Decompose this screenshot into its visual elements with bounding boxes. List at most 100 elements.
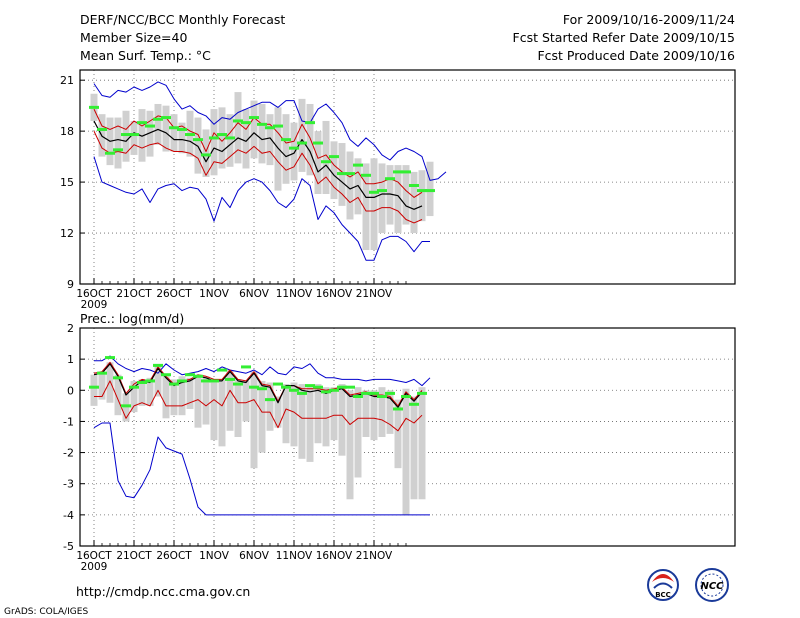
x-tick-label: 16OCT xyxy=(76,550,112,562)
footer-url: http://cmdp.ncc.cma.gov.cn xyxy=(76,584,250,599)
spread-box xyxy=(394,399,402,469)
spread-box xyxy=(210,379,218,441)
spread-box xyxy=(290,382,298,447)
spread-box xyxy=(354,387,362,478)
upper-line xyxy=(93,108,423,198)
spread-box xyxy=(338,384,346,456)
spread-box xyxy=(386,165,394,225)
x-tick-label: 11NOV xyxy=(276,288,313,300)
spread-box xyxy=(162,376,170,419)
header-right-1: For 2009/10/16-2009/11/24 xyxy=(563,12,735,27)
spread-box xyxy=(146,377,154,406)
spread-box xyxy=(314,131,322,194)
spread-box xyxy=(138,379,146,406)
spread-box xyxy=(130,120,138,155)
spread-box xyxy=(90,374,98,406)
spread-box xyxy=(234,92,242,164)
header-line-1: DERF/NCC/BCC Monthly Forecast xyxy=(80,12,285,27)
spread-box xyxy=(402,388,410,515)
spread-box xyxy=(322,120,330,194)
spread-box xyxy=(370,390,378,441)
precip-panel-title: Prec.: log(mm/d) xyxy=(80,311,184,326)
spread-box xyxy=(298,384,306,459)
x-tick-label: 26OCT xyxy=(156,550,192,562)
spread-box xyxy=(330,387,338,441)
spread-box xyxy=(426,161,434,217)
spread-box xyxy=(234,379,242,437)
spread-box xyxy=(402,165,410,225)
spread-box xyxy=(146,110,154,157)
spread-box xyxy=(218,107,226,169)
bcc-logo: BCC xyxy=(647,569,679,601)
header-right-2: Fcst Started Refer Date 2009/10/15 xyxy=(513,30,736,45)
spread-box xyxy=(418,170,426,222)
ncc-logo-label: NCC xyxy=(700,581,724,592)
spread-box xyxy=(194,117,202,174)
x-tick-label: 1NOV xyxy=(199,550,230,562)
spread-box xyxy=(290,122,298,181)
spread-box xyxy=(202,129,210,177)
spread-box xyxy=(258,103,266,164)
spread-box xyxy=(410,396,418,500)
spread-box xyxy=(226,114,234,167)
y-tick-label: 1 xyxy=(67,353,74,366)
spread-box xyxy=(218,379,226,447)
spread-box xyxy=(178,122,186,154)
x-tick-label: 21NOV xyxy=(356,288,393,300)
spread-box xyxy=(370,158,378,251)
header-line-3: Mean Surf. Temp.: °C xyxy=(80,48,211,63)
spread-box xyxy=(202,376,210,425)
y-tick-label: -1 xyxy=(63,415,74,428)
mean-line xyxy=(93,120,423,210)
spread-box xyxy=(322,387,330,447)
min-line xyxy=(93,422,430,516)
y-tick-label: -3 xyxy=(63,478,74,491)
spread-box xyxy=(378,163,386,234)
spread-box xyxy=(378,387,386,437)
spread-box xyxy=(282,114,290,184)
spread-box xyxy=(266,382,274,431)
x-tick-label: 21NOV xyxy=(356,550,393,562)
bcc-logo-label: BCC xyxy=(655,591,671,599)
y-tick-label: 9 xyxy=(67,278,74,291)
y-tick-label: 12 xyxy=(60,227,74,240)
precipitation-panel: -5 -4 -3 -2 -1 0 1 2 16OCT 21OCT 26OCT 1NOV 6NOV 11NO… xyxy=(63,322,736,573)
y-tick-label: 18 xyxy=(60,125,74,138)
spread-box xyxy=(178,376,186,416)
x-tick-label: 11NOV xyxy=(276,550,313,562)
spread-box xyxy=(154,365,162,397)
x-tick-label: 16NOV xyxy=(316,288,353,300)
spread-box xyxy=(154,103,162,145)
spread-box xyxy=(242,380,250,422)
spread-box xyxy=(242,109,250,169)
spread-box xyxy=(306,103,314,176)
y-tick-label: -4 xyxy=(63,509,74,522)
spread-box xyxy=(346,390,354,500)
spread-box xyxy=(114,374,122,416)
x-tick-label: 1NOV xyxy=(199,288,230,300)
header-line-2: Member Size=40 xyxy=(80,30,187,45)
spread-box xyxy=(194,374,202,428)
spread-box xyxy=(362,390,370,437)
x-year-label: 2009 xyxy=(81,299,108,311)
spread-box xyxy=(258,380,266,453)
spread-box xyxy=(330,141,338,200)
x-year-label: 2009 xyxy=(81,561,108,573)
spread-box xyxy=(314,384,322,444)
spread-box xyxy=(418,387,426,500)
spread-box xyxy=(162,105,170,152)
x-tick-label: 6NOV xyxy=(239,288,270,300)
spread-box xyxy=(346,151,354,220)
ncc-logo: NCC xyxy=(695,568,729,602)
x-tick-label: 26OCT xyxy=(156,288,192,300)
spread-box xyxy=(186,377,194,409)
x-tick-label: 16NOV xyxy=(316,550,353,562)
spread-box xyxy=(386,390,394,434)
spread-box xyxy=(306,387,314,462)
header-right-3: Fcst Produced Date 2009/10/16 xyxy=(537,48,735,63)
x-tick-label: 16OCT xyxy=(76,288,112,300)
max-line xyxy=(94,355,431,387)
y-tick-label: 21 xyxy=(60,74,74,87)
y-tick-label: 15 xyxy=(60,176,74,189)
